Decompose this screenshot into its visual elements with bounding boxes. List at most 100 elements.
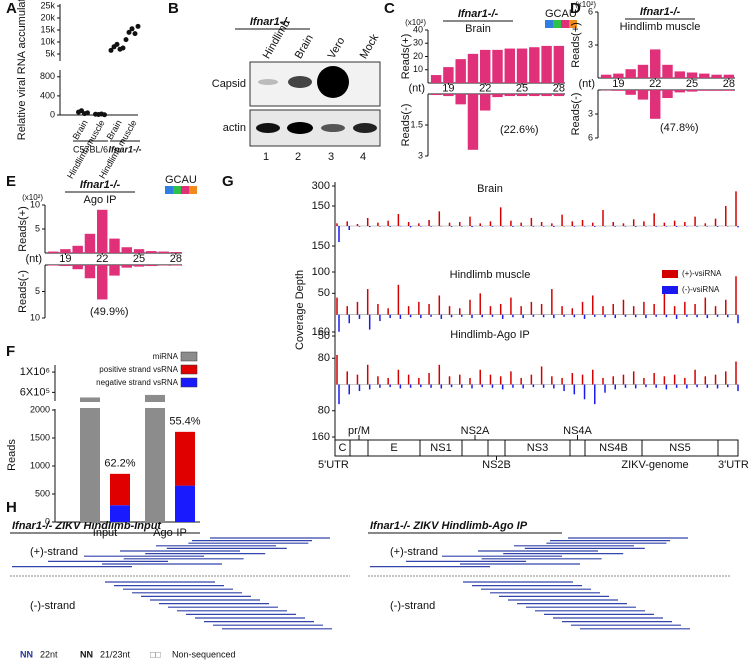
genome-box: [334, 439, 739, 457]
legend-swatch: [180, 377, 198, 388]
y-tick-label: 6: [588, 6, 593, 16]
bar: [109, 238, 120, 253]
bar: [699, 73, 710, 78]
bar: [72, 265, 83, 270]
legend-swatch: [189, 186, 197, 194]
x-tick-label: Input: [93, 527, 117, 539]
legend-label: (+)-vsiRNA: [682, 269, 722, 278]
legend-label: positive strand vsRNA: [99, 365, 178, 374]
bar: [613, 90, 624, 91]
annotation: 62.2%: [104, 458, 135, 470]
y-tick-label: 800: [40, 71, 55, 81]
dot: [132, 31, 138, 37]
legend-key: □□: [150, 649, 161, 659]
bar: [455, 59, 466, 83]
legend-key: NN: [20, 649, 33, 659]
bar: [80, 397, 100, 522]
lane-number: 1: [263, 151, 269, 163]
bar-segment: [110, 473, 130, 506]
bar: [60, 265, 71, 267]
legend-key: NN: [80, 649, 93, 659]
segment-label: NS5: [669, 442, 690, 454]
blot-title: Ifnar1-/-: [250, 16, 291, 28]
bar: [504, 94, 515, 97]
y-tick-label: 30: [413, 38, 423, 48]
x-tick-label: Ago-IP: [153, 527, 187, 539]
legend-swatch: [545, 20, 553, 28]
y-tick-label: 5: [35, 286, 40, 296]
y-tick-label: 1X10⁶: [20, 366, 50, 378]
dot: [135, 23, 141, 29]
y-tick-label: 10: [413, 64, 423, 74]
seq-title: Ifnar1-/- ZIKV Hindlimb-Input: [12, 520, 162, 532]
y-tick-label: 400: [40, 90, 55, 100]
bar: [711, 74, 722, 78]
x-tick-label: 22: [479, 82, 491, 94]
panel-letter: C: [384, 0, 395, 17]
bar: [529, 94, 540, 97]
legend-label: (-)-vsiRNA: [682, 285, 720, 294]
bar-segment: [175, 485, 195, 522]
genome-end: 3'UTR: [718, 459, 749, 471]
segment-label: NS4B: [599, 442, 628, 454]
segment-label: C: [339, 442, 347, 454]
bar: [686, 72, 698, 78]
genome-label: ZIKV-genome: [621, 459, 688, 471]
y-tick-label: 5k: [45, 48, 55, 58]
segment-label: E: [390, 442, 397, 454]
panel-subtitle: Brain: [465, 23, 491, 35]
group-label: Ifnar1-/-: [108, 144, 141, 154]
legend-swatch: [553, 20, 561, 28]
bar: [170, 265, 182, 266]
panel-title: Ifnar1-/-: [640, 6, 681, 18]
lane-number: 2: [295, 151, 301, 163]
bar: [711, 90, 722, 91]
blot-lane-labels: Hindlimb Brain Vero Mock: [261, 18, 382, 61]
bar: [553, 94, 565, 97]
bar: [97, 209, 108, 253]
bar: [674, 71, 685, 78]
y-axis-label: Reads(-): [400, 104, 412, 147]
bar: [600, 74, 612, 78]
genome-end: 5'UTR: [318, 459, 349, 471]
bar: [541, 45, 552, 83]
y-tick-label: 20: [413, 51, 423, 61]
seq-title: Ifnar1-/- ZIKV Hindlimb-Ago IP: [370, 520, 528, 532]
strand-label: (+)-strand: [390, 546, 438, 558]
bar: [613, 73, 624, 78]
bar: [430, 75, 442, 83]
dot: [85, 110, 90, 116]
y-axis-label: Reads(+): [570, 22, 582, 68]
y-tick-label: 300: [312, 180, 330, 192]
bar: [109, 265, 120, 276]
panel-subtitle: Ago IP: [83, 194, 116, 206]
bar: [686, 90, 698, 92]
legend-label: 22nt: [40, 649, 58, 659]
y-tick-label: 2000: [30, 404, 50, 414]
y-axis-label: Reads(+): [17, 206, 29, 252]
band: [353, 123, 377, 133]
bar: [47, 265, 59, 266]
y-tick-label: 6: [588, 132, 593, 142]
y-tick-label: 50: [318, 330, 330, 342]
strand-label: (-)-strand: [390, 600, 435, 612]
x-tick-label: 22: [96, 253, 108, 265]
y-tick-label: 160: [312, 431, 330, 443]
bar: [674, 90, 685, 93]
band: [317, 66, 349, 98]
x-tick-label: 19: [442, 82, 454, 94]
legend-swatch: [662, 286, 678, 294]
bar: [72, 245, 83, 253]
bar: [84, 265, 96, 279]
bar: [133, 249, 145, 253]
axis-break: [144, 402, 166, 408]
bar: [97, 265, 108, 300]
x-tick-label: 25: [516, 82, 528, 94]
y-tick-label: 6X10⁵: [20, 386, 50, 398]
y-tick-label: 80: [318, 405, 330, 417]
y-tick-label: 160: [312, 326, 330, 338]
panel-title: Ifnar1-/-: [458, 8, 499, 20]
y-tick-label: 3: [418, 150, 423, 160]
y-tick-label: 10: [30, 312, 40, 322]
